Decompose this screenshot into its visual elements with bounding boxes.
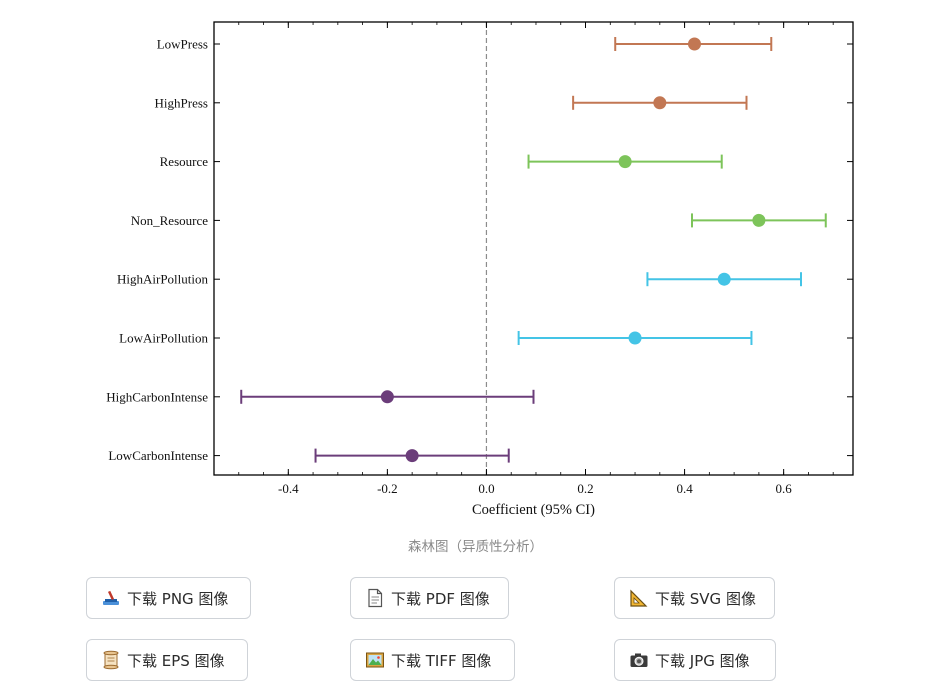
download-png-label: 下载 PNG 图像 (127, 589, 229, 608)
point-estimate (380, 390, 394, 404)
plot-frame (213, 21, 854, 476)
category-label: HighAirPollution (117, 272, 209, 287)
x-tick-label: -0.4 (278, 481, 299, 496)
category-label: LowCarbonIntense (108, 448, 208, 463)
point-estimate (653, 96, 667, 110)
x-tick-label: 0.2 (577, 481, 593, 496)
x-tick-label: 0.0 (478, 481, 494, 496)
category-label: LowPress (157, 37, 208, 52)
point-estimate (628, 331, 642, 345)
category-label: HighCarbonIntense (106, 389, 208, 404)
point-estimate (618, 155, 632, 169)
download-svg-button[interactable]: 下载 SVG 图像 (614, 577, 775, 619)
category-label: Non_Resource (131, 213, 208, 228)
scroll-icon (103, 650, 119, 670)
category-label: LowAirPollution (119, 331, 208, 346)
picture-icon (366, 652, 384, 668)
chart-caption: 森林图（异质性分析） (408, 539, 543, 555)
download-pdf-button[interactable]: 下载 PDF 图像 (350, 577, 509, 619)
triangle-ruler-icon (630, 589, 648, 607)
download-tiff-button[interactable]: 下载 TIFF 图像 (350, 639, 515, 681)
download-eps-label: 下载 EPS 图像 (127, 651, 225, 670)
category-label: Resource (160, 154, 209, 169)
x-tick-label: 0.4 (676, 481, 693, 496)
document-icon (368, 588, 383, 608)
point-estimate (752, 213, 766, 227)
camera-icon (630, 653, 648, 667)
download-jpg-label: 下载 JPG 图像 (655, 651, 750, 670)
category-label: HighPress (155, 95, 208, 110)
point-estimate (687, 37, 701, 51)
download-tiff-label: 下载 TIFF 图像 (391, 651, 492, 670)
paint-icon (103, 590, 119, 605)
point-estimate (717, 272, 731, 286)
point-estimate (405, 449, 419, 463)
download-eps-button[interactable]: 下载 EPS 图像 (86, 639, 248, 681)
x-tick-label: 0.6 (776, 481, 793, 496)
download-svg-label: 下载 SVG 图像 (655, 589, 756, 608)
x-tick-label: -0.2 (377, 481, 398, 496)
x-axis-title: Coefficient (95% CI) (472, 502, 595, 518)
download-jpg-button[interactable]: 下载 JPG 图像 (614, 639, 776, 681)
download-pdf-label: 下载 PDF 图像 (391, 589, 490, 608)
download-png-button[interactable]: 下载 PNG 图像 (86, 577, 251, 619)
forest-plot: -0.4 -0.2 0.0 0.2 0.4 0.6 LowPress HighPress Res… (106, 21, 854, 518)
